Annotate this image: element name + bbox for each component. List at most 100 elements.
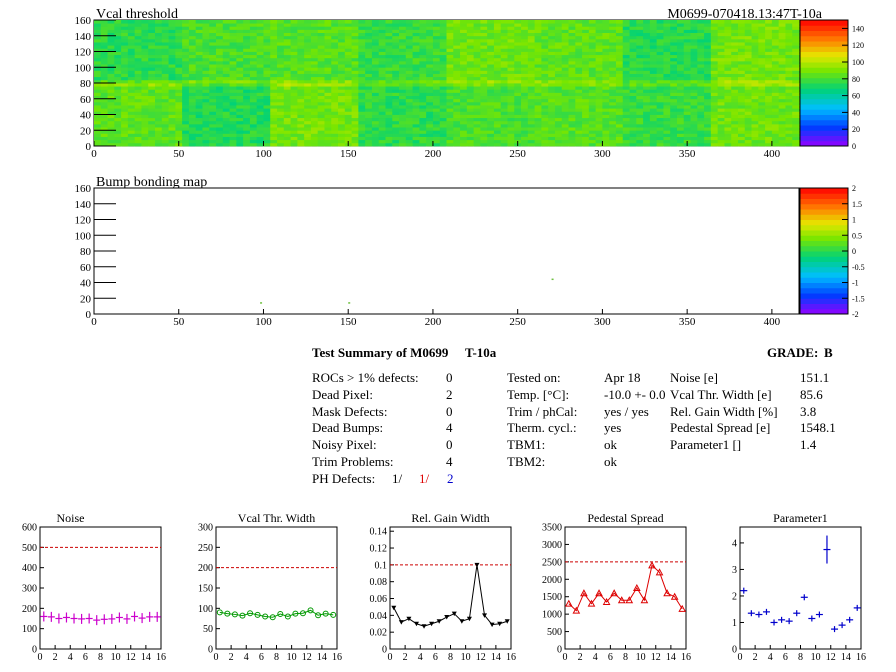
defect-label: ROCs > 1% defects:	[312, 370, 419, 385]
threshold-cell	[385, 23, 393, 27]
threshold-cell	[534, 32, 542, 37]
threshold-cell	[710, 67, 719, 71]
threshold-cell	[168, 54, 176, 59]
threshold-cell	[141, 51, 149, 56]
threshold-cell	[371, 98, 380, 103]
threshold-cell	[500, 64, 508, 68]
threshold-cell	[304, 130, 312, 134]
defect-label: Trim Problems:	[312, 454, 394, 469]
threshold-cell	[134, 73, 142, 78]
threshold-cell	[358, 111, 366, 115]
x-tick-label: 10	[111, 652, 121, 663]
threshold-cell	[290, 120, 298, 125]
threshold-cell	[432, 142, 441, 147]
threshold-cell	[460, 76, 468, 81]
threshold-cell	[622, 120, 630, 125]
threshold-cell	[765, 42, 773, 46]
threshold-cell	[568, 42, 576, 46]
threshold-cell	[256, 60, 264, 65]
bump-bonding-map-cells	[260, 278, 554, 304]
threshold-cell	[310, 89, 319, 93]
threshold-cell	[710, 60, 719, 65]
threshold-cell	[310, 67, 319, 71]
threshold-cell	[195, 108, 203, 112]
threshold-cell	[663, 120, 671, 125]
threshold-cell	[595, 101, 603, 106]
threshold-cell	[100, 76, 108, 81]
threshold-cell	[399, 38, 407, 43]
threshold-cell	[670, 105, 678, 109]
series-line	[568, 564, 683, 612]
threshold-cell	[351, 79, 359, 84]
x-tick-label: 16	[681, 652, 691, 663]
threshold-cell	[690, 51, 698, 56]
threshold-cell	[283, 67, 291, 71]
threshold-cell	[663, 89, 671, 93]
threshold-cell	[222, 42, 230, 46]
threshold-cell	[548, 105, 556, 109]
threshold-cell	[399, 114, 407, 119]
plot-title: Pedestal Spread	[587, 511, 663, 525]
threshold-cell	[568, 51, 576, 56]
threshold-cell	[751, 48, 759, 52]
threshold-cell	[792, 127, 800, 131]
threshold-cell	[100, 108, 108, 112]
threshold-cell	[744, 54, 752, 59]
threshold-cell	[737, 20, 746, 24]
threshold-cell	[324, 48, 332, 52]
threshold-cell	[351, 136, 359, 141]
threshold-cell	[554, 101, 563, 106]
threshold-cell	[331, 57, 339, 62]
threshold-cell	[161, 57, 169, 62]
threshold-cell	[656, 136, 664, 141]
threshold-cell	[541, 73, 549, 78]
threshold-cell	[588, 54, 597, 59]
threshold-cell	[290, 133, 298, 137]
threshold-cell	[548, 60, 556, 65]
threshold-cell	[155, 64, 163, 68]
threshold-cell	[121, 89, 129, 93]
threshold-cell	[575, 95, 583, 100]
threshold-cell	[432, 127, 441, 131]
threshold-cell	[744, 57, 752, 62]
threshold-cell	[676, 83, 685, 87]
threshold-cell	[338, 51, 346, 56]
threshold-cell	[94, 48, 102, 52]
threshold-cell	[737, 57, 746, 62]
threshold-cell	[141, 89, 149, 93]
threshold-cell	[392, 127, 400, 131]
threshold-cell	[331, 108, 339, 112]
threshold-cell	[107, 92, 115, 96]
threshold-cell	[521, 92, 529, 96]
threshold-cell	[100, 120, 108, 125]
threshold-cell	[744, 130, 752, 134]
threshold-cell	[643, 54, 651, 59]
threshold-cell	[270, 76, 278, 81]
threshold-cell	[575, 20, 583, 24]
threshold-cell	[656, 48, 664, 52]
threshold-cell	[765, 29, 773, 33]
threshold-cell	[676, 95, 685, 100]
threshold-cell	[609, 120, 617, 125]
threshold-cell	[297, 130, 305, 134]
threshold-cell	[575, 29, 583, 33]
threshold-cell	[121, 111, 129, 115]
threshold-cell	[338, 29, 346, 33]
threshold-cell	[297, 73, 305, 78]
threshold-cell	[202, 130, 210, 134]
threshold-cell	[663, 123, 671, 128]
threshold-cell	[365, 114, 373, 119]
threshold-cell	[378, 89, 386, 93]
palette-tick-label: 80	[852, 75, 860, 84]
threshold-cell	[175, 86, 183, 90]
condition-value: -10.0 +- 0.0	[604, 386, 666, 402]
threshold-cell	[487, 101, 495, 106]
threshold-cell	[744, 23, 752, 27]
threshold-cell	[710, 136, 719, 141]
threshold-cell	[527, 136, 536, 141]
threshold-cell	[521, 26, 529, 30]
threshold-cell	[595, 86, 603, 90]
threshold-cell	[202, 42, 210, 46]
threshold-cell	[134, 133, 142, 137]
x-tick-label: 0	[91, 148, 97, 160]
